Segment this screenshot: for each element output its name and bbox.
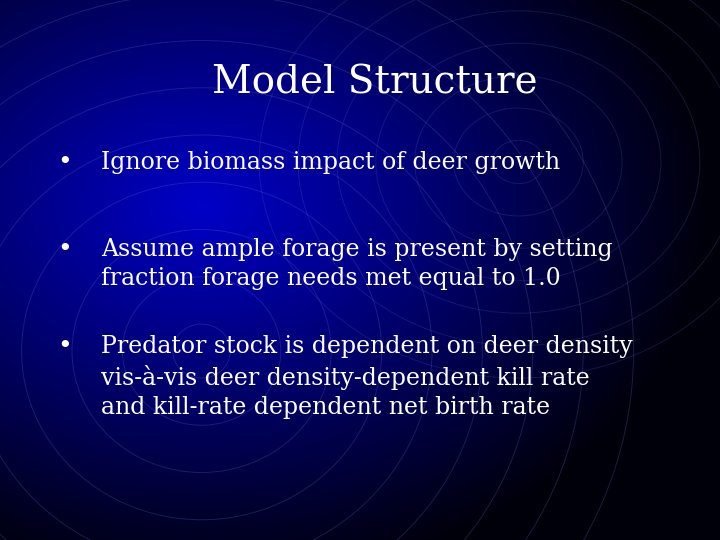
Text: •: • bbox=[58, 238, 72, 261]
Text: Assume ample forage is present by setting
fraction forage needs met equal to 1.0: Assume ample forage is present by settin… bbox=[101, 238, 613, 290]
Text: •: • bbox=[58, 151, 72, 174]
Text: Predator stock is dependent on deer density
vis-à-vis deer density-dependent kil: Predator stock is dependent on deer dens… bbox=[101, 335, 633, 419]
Text: •: • bbox=[58, 335, 72, 358]
Text: Ignore biomass impact of deer growth: Ignore biomass impact of deer growth bbox=[101, 151, 560, 174]
Text: Model Structure: Model Structure bbox=[212, 65, 537, 102]
